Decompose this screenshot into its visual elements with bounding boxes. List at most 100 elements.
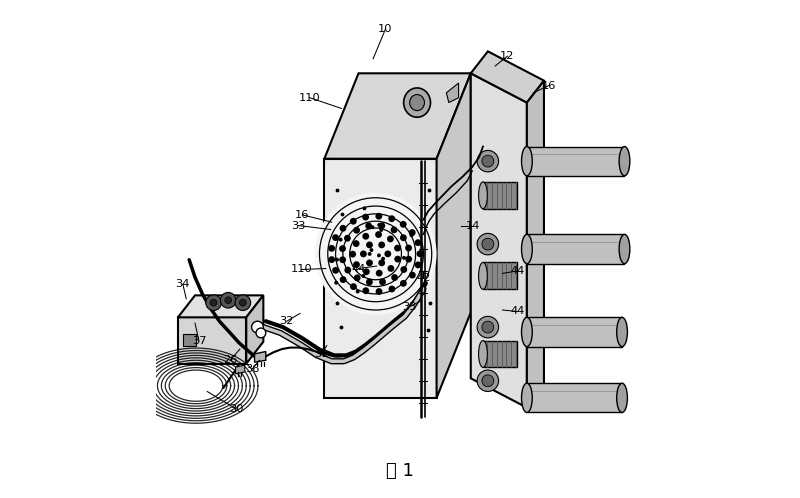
Circle shape	[353, 227, 360, 234]
Text: 图 1: 图 1	[386, 462, 414, 480]
Circle shape	[410, 233, 414, 237]
Ellipse shape	[617, 383, 627, 412]
Circle shape	[409, 229, 416, 236]
Circle shape	[338, 238, 342, 242]
Circle shape	[256, 328, 266, 338]
Circle shape	[354, 274, 361, 281]
Ellipse shape	[522, 146, 532, 176]
Circle shape	[252, 321, 263, 333]
Text: 14: 14	[466, 221, 480, 231]
Polygon shape	[254, 352, 266, 362]
Circle shape	[366, 223, 372, 229]
Ellipse shape	[522, 383, 532, 412]
Circle shape	[379, 278, 386, 285]
Text: 33: 33	[402, 302, 417, 312]
Ellipse shape	[522, 317, 532, 347]
Circle shape	[339, 245, 346, 252]
Circle shape	[328, 245, 335, 252]
Circle shape	[206, 295, 222, 310]
Circle shape	[344, 266, 351, 273]
Circle shape	[339, 225, 346, 232]
Circle shape	[394, 245, 401, 251]
Circle shape	[477, 150, 498, 172]
Text: 32: 32	[279, 316, 294, 326]
Circle shape	[409, 271, 416, 278]
Polygon shape	[324, 73, 470, 159]
Circle shape	[482, 238, 494, 250]
Circle shape	[477, 316, 498, 338]
Circle shape	[362, 233, 369, 240]
Text: 16: 16	[542, 81, 556, 91]
Circle shape	[405, 245, 412, 251]
Polygon shape	[178, 295, 263, 317]
Circle shape	[221, 292, 236, 308]
Circle shape	[388, 215, 395, 222]
Circle shape	[376, 270, 382, 276]
Ellipse shape	[478, 182, 487, 209]
Circle shape	[477, 370, 498, 391]
Text: 36: 36	[246, 364, 260, 374]
Circle shape	[387, 265, 394, 272]
Text: 31: 31	[314, 349, 328, 359]
Circle shape	[400, 266, 407, 273]
Circle shape	[414, 261, 422, 268]
Circle shape	[402, 256, 406, 260]
Polygon shape	[183, 335, 196, 346]
Text: 37: 37	[192, 336, 206, 346]
Circle shape	[482, 321, 494, 333]
Circle shape	[400, 280, 406, 287]
Circle shape	[394, 255, 401, 262]
Text: 44: 44	[351, 263, 366, 273]
Circle shape	[378, 242, 385, 249]
Text: 26: 26	[223, 355, 238, 365]
Ellipse shape	[619, 146, 630, 176]
Circle shape	[332, 234, 339, 241]
Circle shape	[368, 252, 371, 256]
Circle shape	[414, 239, 422, 246]
Ellipse shape	[617, 317, 627, 347]
Circle shape	[350, 251, 356, 257]
Text: 10: 10	[378, 24, 393, 34]
Circle shape	[379, 228, 383, 232]
Text: 110: 110	[290, 264, 312, 274]
Circle shape	[362, 214, 369, 221]
Text: 30: 30	[230, 404, 244, 414]
Circle shape	[339, 256, 346, 263]
Circle shape	[389, 285, 395, 292]
Circle shape	[366, 259, 373, 266]
Circle shape	[482, 375, 494, 386]
Circle shape	[477, 234, 498, 255]
Polygon shape	[527, 146, 625, 176]
Circle shape	[400, 234, 407, 241]
Circle shape	[353, 261, 360, 268]
Circle shape	[378, 223, 381, 227]
Polygon shape	[470, 51, 544, 103]
Ellipse shape	[404, 88, 430, 117]
Text: 16: 16	[295, 210, 310, 220]
Circle shape	[377, 253, 381, 257]
Circle shape	[387, 236, 394, 243]
Circle shape	[350, 283, 357, 290]
Polygon shape	[324, 159, 437, 398]
Ellipse shape	[410, 95, 425, 111]
Circle shape	[400, 221, 406, 228]
Circle shape	[356, 289, 360, 293]
Circle shape	[390, 227, 398, 234]
Circle shape	[362, 274, 366, 278]
Circle shape	[384, 250, 391, 257]
Text: 44: 44	[510, 306, 524, 316]
Ellipse shape	[478, 341, 487, 368]
Polygon shape	[483, 182, 517, 209]
Polygon shape	[246, 295, 263, 364]
Circle shape	[344, 235, 351, 242]
Circle shape	[417, 250, 423, 257]
Polygon shape	[483, 341, 517, 368]
Circle shape	[314, 193, 437, 315]
Polygon shape	[235, 365, 245, 374]
Ellipse shape	[619, 235, 630, 263]
Circle shape	[366, 242, 373, 249]
Circle shape	[239, 299, 246, 306]
Circle shape	[328, 256, 335, 263]
Polygon shape	[178, 317, 246, 364]
Polygon shape	[527, 81, 544, 407]
